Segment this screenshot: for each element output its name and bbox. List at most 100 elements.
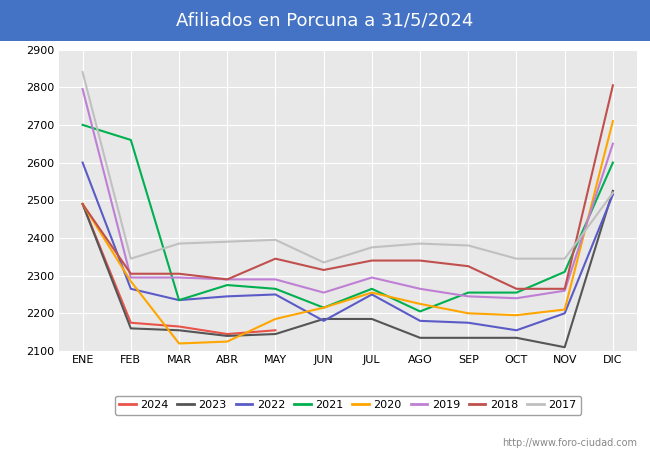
2020 xyxy=(127,279,135,284)
2017 xyxy=(79,69,86,75)
2022 xyxy=(224,294,231,299)
2020 xyxy=(561,307,569,312)
2018 xyxy=(368,258,376,263)
2017 xyxy=(320,260,328,265)
2021 xyxy=(609,160,617,165)
2019 xyxy=(272,277,280,282)
2017 xyxy=(127,256,135,261)
2017 xyxy=(272,237,280,243)
2022 xyxy=(464,320,472,325)
2022 xyxy=(368,292,376,297)
2018 xyxy=(561,286,569,292)
Text: Afiliados en Porcuna a 31/5/2024: Afiliados en Porcuna a 31/5/2024 xyxy=(176,11,474,29)
2017 xyxy=(513,256,521,261)
2019 xyxy=(175,275,183,280)
2024 xyxy=(175,324,183,329)
2022 xyxy=(127,286,135,292)
2019 xyxy=(320,290,328,295)
2020 xyxy=(513,312,521,318)
2020 xyxy=(79,201,86,207)
2018 xyxy=(320,267,328,273)
2019 xyxy=(224,277,231,282)
Line: 2020: 2020 xyxy=(83,121,613,343)
2024 xyxy=(127,320,135,325)
Line: 2019: 2019 xyxy=(83,89,613,298)
2020 xyxy=(416,301,424,306)
2019 xyxy=(609,141,617,146)
2020 xyxy=(320,305,328,310)
Text: http://www.foro-ciudad.com: http://www.foro-ciudad.com xyxy=(502,438,637,448)
2021 xyxy=(320,305,328,310)
2020 xyxy=(272,316,280,322)
2020 xyxy=(609,118,617,124)
2018 xyxy=(513,286,521,292)
2018 xyxy=(224,277,231,282)
2017 xyxy=(175,241,183,246)
2022 xyxy=(79,160,86,165)
2020 xyxy=(464,310,472,316)
Line: 2023: 2023 xyxy=(83,191,613,347)
2023 xyxy=(127,326,135,331)
2019 xyxy=(464,294,472,299)
2019 xyxy=(127,275,135,280)
Legend: 2024, 2023, 2022, 2021, 2020, 2019, 2018, 2017: 2024, 2023, 2022, 2021, 2020, 2019, 2018… xyxy=(114,396,581,414)
2017 xyxy=(464,243,472,248)
2020 xyxy=(368,290,376,295)
2021 xyxy=(127,137,135,143)
2021 xyxy=(561,269,569,274)
2022 xyxy=(320,318,328,324)
2018 xyxy=(272,256,280,261)
2018 xyxy=(416,258,424,263)
2019 xyxy=(79,86,86,92)
2022 xyxy=(272,292,280,297)
2017 xyxy=(224,239,231,244)
Line: 2017: 2017 xyxy=(83,72,613,262)
2022 xyxy=(513,328,521,333)
2019 xyxy=(561,288,569,293)
2023 xyxy=(368,316,376,322)
2018 xyxy=(175,271,183,276)
2022 xyxy=(416,318,424,324)
2019 xyxy=(368,275,376,280)
2018 xyxy=(464,264,472,269)
2024 xyxy=(79,201,86,207)
Line: 2018: 2018 xyxy=(83,86,613,289)
2021 xyxy=(513,290,521,295)
2017 xyxy=(561,256,569,261)
2023 xyxy=(320,316,328,322)
2021 xyxy=(224,282,231,288)
Line: 2022: 2022 xyxy=(83,162,613,330)
2023 xyxy=(224,333,231,338)
2022 xyxy=(561,310,569,316)
2019 xyxy=(416,286,424,292)
2018 xyxy=(79,201,86,207)
2023 xyxy=(513,335,521,341)
2024 xyxy=(224,331,231,337)
2020 xyxy=(224,339,231,344)
2017 xyxy=(609,190,617,195)
2023 xyxy=(416,335,424,341)
2023 xyxy=(175,328,183,333)
2023 xyxy=(464,335,472,341)
2024 xyxy=(272,328,280,333)
2021 xyxy=(79,122,86,128)
Line: 2024: 2024 xyxy=(83,204,276,334)
2021 xyxy=(272,286,280,292)
2022 xyxy=(609,192,617,197)
2018 xyxy=(609,83,617,88)
Line: 2021: 2021 xyxy=(83,125,613,311)
2017 xyxy=(416,241,424,246)
2018 xyxy=(127,271,135,276)
2020 xyxy=(175,341,183,346)
2021 xyxy=(416,309,424,314)
2021 xyxy=(175,297,183,303)
2023 xyxy=(561,345,569,350)
2023 xyxy=(272,331,280,337)
2023 xyxy=(609,188,617,194)
2021 xyxy=(368,286,376,292)
2021 xyxy=(464,290,472,295)
2019 xyxy=(513,296,521,301)
2022 xyxy=(175,297,183,303)
2017 xyxy=(368,245,376,250)
2023 xyxy=(79,201,86,207)
